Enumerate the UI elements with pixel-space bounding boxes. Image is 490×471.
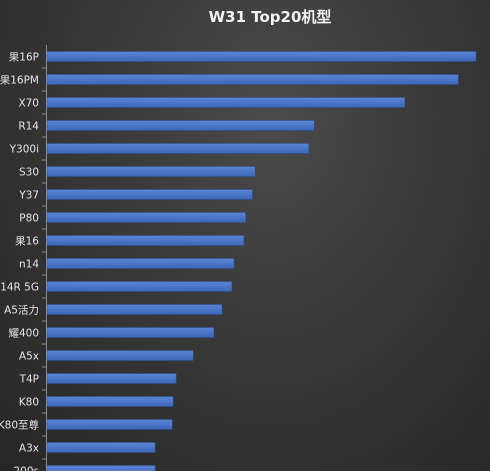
bar xyxy=(46,166,256,177)
bar xyxy=(46,212,246,223)
bar xyxy=(46,235,245,246)
bar xyxy=(46,189,253,200)
bar xyxy=(46,281,233,292)
y-tick-label: K80至尊 xyxy=(0,419,39,432)
y-tick-label: 果16 xyxy=(15,236,39,248)
y-tick-label: T4P xyxy=(19,374,39,386)
bar xyxy=(46,396,174,407)
bar xyxy=(46,465,156,471)
y-tick-label: 14R 5G xyxy=(0,282,39,294)
y-tick-label: A5活力 xyxy=(4,304,39,317)
y-tick-label: 耀400 xyxy=(8,328,39,340)
bar xyxy=(46,373,177,384)
bar xyxy=(46,74,459,85)
y-tick-label: A3x xyxy=(19,443,39,455)
bar xyxy=(46,120,315,131)
bar xyxy=(46,350,194,361)
chart-title: W31 Top20机型 xyxy=(209,8,332,26)
y-tick-label: Y300i xyxy=(9,144,39,156)
y-tick-label: 果16PM xyxy=(0,75,39,87)
bar xyxy=(46,258,235,269)
bar xyxy=(46,442,156,453)
y-tick-label: R14 xyxy=(18,121,39,133)
y-tick-label: 果16P xyxy=(9,52,39,64)
y-tick-label: K80 xyxy=(19,397,39,409)
y-tick-label: S30 xyxy=(19,167,39,179)
y-tick-label: 200s xyxy=(13,466,39,471)
y-tick-label: A5x xyxy=(19,351,39,363)
bar xyxy=(46,419,173,430)
bar xyxy=(46,327,215,338)
bar xyxy=(46,97,406,108)
y-tick-label: P80 xyxy=(19,213,39,225)
y-tick-label: n14 xyxy=(19,259,39,271)
bar xyxy=(46,51,477,62)
y-tick-label: Y37 xyxy=(18,190,39,202)
bar xyxy=(46,304,223,315)
bar xyxy=(46,143,309,154)
bars-group: 果16P 果16PM X70 R14 Y300i S30 Y37 P80 果16 n14 14R 5… xyxy=(0,51,477,471)
y-tick-label: X70 xyxy=(18,98,39,110)
